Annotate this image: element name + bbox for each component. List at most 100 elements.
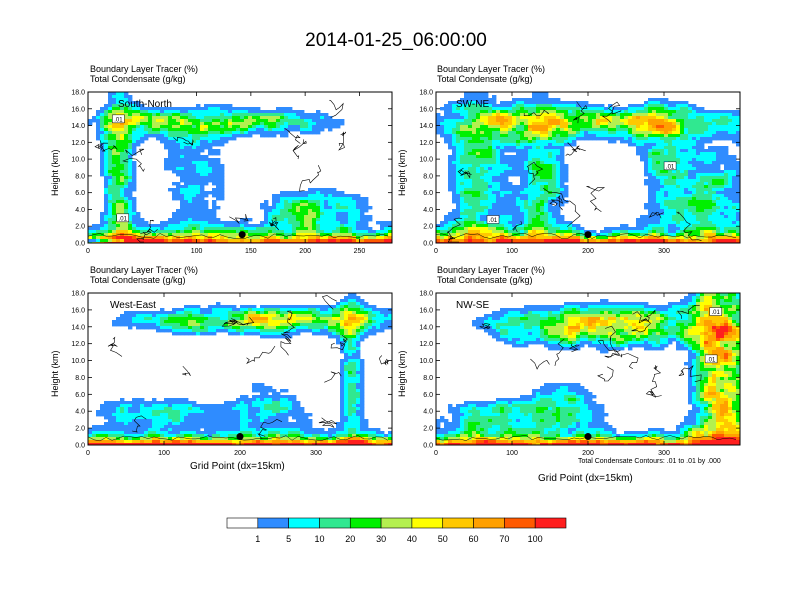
heatmap-cell	[188, 224, 193, 228]
heatmap-cell	[116, 206, 121, 210]
heatmap-cell	[100, 155, 105, 159]
heatmap-cell	[484, 119, 489, 123]
heatmap-cell	[512, 125, 517, 129]
heatmap-cell	[452, 101, 457, 105]
heatmap-cell	[536, 230, 541, 234]
heatmap-cell	[164, 110, 169, 114]
heatmap-cell	[116, 107, 121, 111]
heatmap-cell	[248, 107, 253, 111]
heatmap-cell	[676, 173, 681, 177]
heatmap-cell	[620, 107, 625, 111]
heatmap-cell	[332, 188, 337, 192]
condensate-contour	[292, 139, 307, 160]
heatmap-cell	[436, 236, 441, 240]
heatmap-cell	[236, 107, 241, 111]
heatmap-cell	[668, 134, 673, 138]
heatmap-cell	[100, 125, 105, 129]
heatmap-cell	[268, 119, 273, 123]
heatmap-cell	[168, 230, 173, 234]
heatmap-cell	[108, 158, 113, 162]
heatmap-cell	[508, 203, 513, 207]
heatmap-cell	[672, 215, 677, 219]
heatmap-cell	[184, 134, 189, 138]
heatmap-cell	[532, 152, 537, 156]
heatmap-cell	[324, 230, 329, 234]
heatmap-cell	[644, 152, 649, 156]
heatmap-cell	[324, 119, 329, 123]
heatmap-cell	[280, 122, 285, 126]
heatmap-cell	[652, 116, 657, 120]
heatmap-cell	[708, 182, 713, 186]
heatmap-cell	[116, 164, 121, 168]
heatmap-cell	[532, 206, 537, 210]
heatmap-cell	[544, 116, 549, 120]
heatmap-cell	[652, 221, 657, 225]
heatmap-cell	[220, 239, 225, 243]
heatmap-cell	[220, 128, 225, 132]
heatmap-cell	[656, 230, 661, 234]
heatmap-cell	[732, 155, 737, 159]
heatmap-cell	[676, 224, 681, 228]
heatmap-cell	[536, 212, 541, 216]
heatmap-cell	[676, 179, 681, 183]
heatmap-cell	[608, 116, 613, 120]
heatmap-cell	[540, 182, 545, 186]
heatmap-cell	[624, 239, 629, 243]
heatmap-cell	[228, 233, 233, 237]
heatmap-cell	[264, 209, 269, 213]
heatmap-cell	[668, 194, 673, 198]
heatmap-cell	[188, 140, 193, 144]
heatmap-cell	[512, 101, 517, 105]
heatmap-cell	[468, 185, 473, 189]
heatmap-cell	[124, 146, 129, 150]
heatmap-cell	[268, 218, 273, 222]
heatmap-cell	[640, 119, 645, 123]
heatmap-cell	[680, 215, 685, 219]
heatmap-cell	[320, 116, 325, 120]
heatmap-cell	[560, 179, 565, 183]
heatmap-cell	[100, 170, 105, 174]
heatmap-cell	[712, 200, 717, 204]
heatmap-cell	[168, 149, 173, 153]
heatmap-cell	[668, 209, 673, 213]
heatmap-cell	[264, 230, 269, 234]
heatmap-cell	[488, 170, 493, 174]
heatmap-cell	[732, 140, 737, 144]
heatmap-cell	[448, 146, 453, 150]
heatmap-cell	[244, 119, 249, 123]
heatmap-cell	[108, 161, 113, 165]
heatmap-cell	[444, 221, 449, 225]
heatmap-cell	[560, 134, 565, 138]
heatmap-cell	[524, 128, 529, 132]
heatmap-cell	[464, 149, 469, 153]
heatmap-cell	[456, 152, 461, 156]
heatmap-cell	[456, 128, 461, 132]
heatmap-cell	[644, 107, 649, 111]
heatmap-cell	[712, 182, 717, 186]
heatmap-cell	[696, 239, 701, 243]
heatmap-cell	[492, 227, 497, 231]
heatmap-cell	[656, 104, 661, 108]
heatmap-cell	[568, 137, 573, 141]
heatmap-cell	[736, 137, 741, 141]
heatmap-cell	[140, 128, 145, 132]
heatmap-cell	[540, 215, 545, 219]
heatmap-cell	[172, 215, 177, 219]
heatmap-cell	[128, 236, 133, 240]
heatmap-cell	[680, 131, 685, 135]
heatmap-cell	[664, 176, 669, 180]
heatmap-cell	[692, 131, 697, 135]
heatmap-cell	[460, 233, 465, 237]
heatmap-cell	[524, 194, 529, 198]
heatmap-cell	[500, 143, 505, 147]
heatmap-cell	[464, 215, 469, 219]
heatmap-cell	[176, 134, 181, 138]
heatmap-cell	[532, 134, 537, 138]
heatmap-cell	[524, 143, 529, 147]
heatmap-cell	[472, 221, 477, 225]
heatmap-cell	[656, 236, 661, 240]
heatmap-cell	[720, 182, 725, 186]
heatmap-cell	[316, 230, 321, 234]
heatmap-cell	[540, 110, 545, 114]
heatmap-cell	[548, 179, 553, 183]
